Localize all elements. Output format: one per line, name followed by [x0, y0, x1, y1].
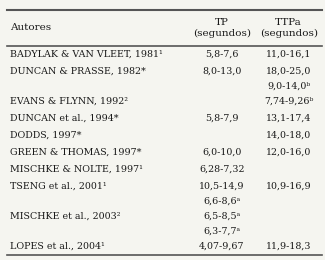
Text: DUNCAN & PRASSE, 1982*: DUNCAN & PRASSE, 1982*	[10, 67, 146, 76]
Text: LOPES et al., 2004¹: LOPES et al., 2004¹	[10, 242, 105, 251]
Text: DUNCAN et al., 1994*: DUNCAN et al., 1994*	[10, 114, 119, 123]
Text: 11,0-16,1: 11,0-16,1	[266, 50, 311, 58]
Text: Autores: Autores	[10, 23, 51, 32]
Text: 4,07-9,67: 4,07-9,67	[199, 242, 244, 251]
Text: TSENG et al., 2001¹: TSENG et al., 2001¹	[10, 182, 107, 191]
Text: 12,0-16,0: 12,0-16,0	[266, 148, 311, 157]
Text: GREEN & THOMAS, 1997*: GREEN & THOMAS, 1997*	[10, 148, 142, 157]
Text: MISCHKE & NOLTE, 1997¹: MISCHKE & NOLTE, 1997¹	[10, 165, 143, 174]
Text: 11,9-18,3: 11,9-18,3	[266, 242, 311, 251]
Text: BADYLAK & VAN VLEET, 1981¹: BADYLAK & VAN VLEET, 1981¹	[10, 50, 163, 58]
Text: 10,9-16,9: 10,9-16,9	[266, 182, 311, 191]
Text: 6,3-7,7ᵃ: 6,3-7,7ᵃ	[203, 227, 240, 236]
Text: 5,8-7,6: 5,8-7,6	[205, 50, 239, 58]
Text: DODDS, 1997*: DODDS, 1997*	[10, 131, 82, 140]
Text: TTPa
(segundos): TTPa (segundos)	[260, 18, 318, 38]
Text: 6,0-10,0: 6,0-10,0	[202, 148, 241, 157]
Text: 13,1-17,4: 13,1-17,4	[266, 114, 311, 123]
Text: 6,5-8,5ᵃ: 6,5-8,5ᵃ	[203, 212, 240, 221]
Text: MISCHKE et al., 2003²: MISCHKE et al., 2003²	[10, 212, 121, 221]
Text: 7,74-9,26ᵇ: 7,74-9,26ᵇ	[264, 96, 313, 106]
Text: 6,28-7,32: 6,28-7,32	[199, 165, 244, 174]
Text: TP
(segundos): TP (segundos)	[193, 18, 251, 38]
Text: 18,0-25,0: 18,0-25,0	[266, 67, 311, 76]
Text: 14,0-18,0: 14,0-18,0	[266, 131, 311, 140]
Text: 5,8-7,9: 5,8-7,9	[205, 114, 239, 123]
Text: 9,0-14,0ᵇ: 9,0-14,0ᵇ	[267, 82, 310, 90]
Text: 6,6-8,6ᵃ: 6,6-8,6ᵃ	[203, 197, 240, 206]
Text: EVANS & FLYNN, 1992²: EVANS & FLYNN, 1992²	[10, 96, 128, 106]
Text: 10,5-14,9: 10,5-14,9	[199, 182, 244, 191]
Text: 8,0-13,0: 8,0-13,0	[202, 67, 241, 76]
